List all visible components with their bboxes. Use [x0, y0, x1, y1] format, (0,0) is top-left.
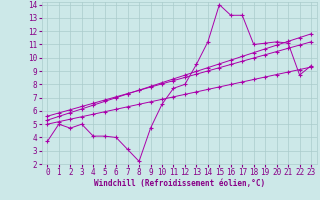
X-axis label: Windchill (Refroidissement éolien,°C): Windchill (Refroidissement éolien,°C): [94, 179, 265, 188]
